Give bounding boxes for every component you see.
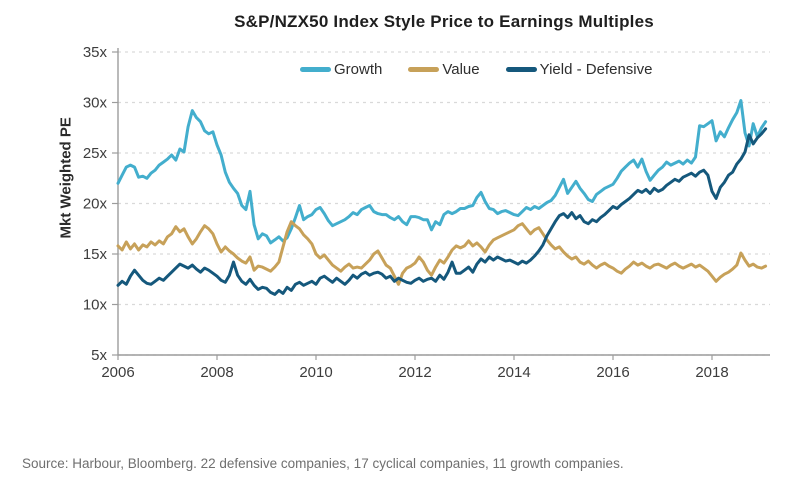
yield-defensive-line — [116, 127, 768, 296]
y-axis-title: Mkt Weighted PE — [57, 117, 75, 239]
y-tick-label-25x: 25x — [83, 145, 108, 162]
y-tick-label-5x: 5x — [91, 347, 107, 364]
y-tick-label-30x: 30x — [83, 95, 108, 112]
legend-label: Growth — [334, 61, 383, 78]
chart-legend: Growth Value Yield - Defensive — [300, 61, 652, 78]
x-tick-label-2012: 2012 — [398, 364, 431, 381]
plot-area: 5x 10x 15x 20x 25x 30x 35x 2006 2008 2010 2012 2014… — [83, 44, 770, 381]
x-tick-label-2016: 2016 — [596, 364, 629, 381]
chart-title: S&P/NZX50 Index Style Price to Earnings … — [234, 12, 654, 31]
source-note: Source: Harbour, Bloomberg. 22 defensive… — [22, 456, 624, 471]
x-tick-label-2006: 2006 — [101, 364, 134, 381]
legend-item-growth: Growth — [300, 61, 382, 78]
legend-swatch-icon — [408, 67, 440, 72]
y-tick-label-35x: 35x — [83, 44, 108, 61]
legend-swatch-icon — [505, 67, 537, 72]
growth-line — [116, 99, 768, 245]
legend-item-yield-defensive: Yield - Defensive — [505, 61, 653, 78]
y-tick-label-20x: 20x — [83, 196, 108, 213]
x-tick-label-2010: 2010 — [299, 364, 332, 381]
legend-label: Value — [442, 61, 480, 78]
y-tick-label-10x: 10x — [83, 297, 108, 314]
legend-item-value: Value — [408, 61, 480, 78]
y-tick-label-15x: 15x — [83, 246, 108, 263]
x-tick-label-2008: 2008 — [200, 364, 233, 381]
legend-swatch-icon — [300, 67, 331, 72]
x-tick-label-2018: 2018 — [695, 364, 728, 381]
legend-label: Yield - Defensive — [539, 61, 653, 78]
pe-multiples-chart: S&P/NZX50 Index Style Price to Earnings … — [57, 12, 770, 381]
x-tick-label-2014: 2014 — [497, 364, 530, 381]
value-line — [116, 220, 768, 286]
